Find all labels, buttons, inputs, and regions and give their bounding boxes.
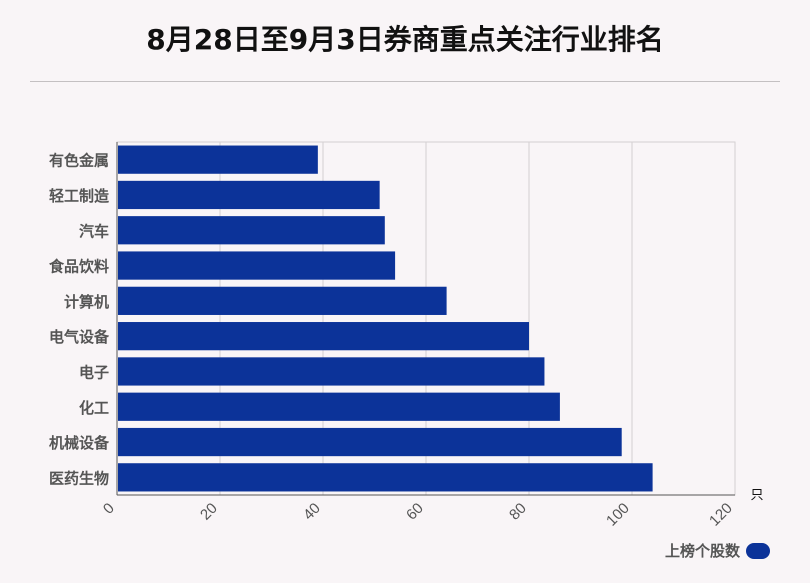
category-label: 汽车 — [79, 222, 109, 240]
x-tick-label: 60 — [403, 500, 427, 524]
chart-title: 8月28日至9月3日券商重点关注行业排名 — [146, 23, 664, 56]
x-axis-unit: 只 — [750, 488, 763, 503]
x-tick-label: 40 — [300, 500, 324, 524]
title-divider — [30, 81, 780, 82]
category-label: 电子 — [79, 363, 109, 381]
category-label: 轻工制造 — [49, 187, 109, 205]
x-tick-label: 20 — [197, 500, 221, 524]
legend[interactable]: 上榜个股数 — [665, 540, 770, 561]
legend-label: 上榜个股数 — [664, 542, 740, 560]
bar — [118, 145, 318, 174]
x-tick-label: 100 — [603, 500, 633, 530]
bar — [118, 463, 653, 492]
category-label: 计算机 — [64, 293, 109, 311]
category-label: 化工 — [79, 399, 109, 417]
bar — [118, 251, 396, 280]
category-label: 电气设备 — [49, 328, 110, 346]
bar — [118, 286, 447, 315]
x-tick-label: 0 — [100, 500, 118, 518]
x-tick-label: 80 — [506, 500, 530, 524]
category-label: 机械设备 — [49, 434, 110, 452]
category-label: 医药生物 — [49, 469, 109, 487]
category-label: 有色金属 — [49, 152, 109, 170]
bar — [118, 357, 545, 386]
bar — [118, 180, 380, 210]
legend-swatch — [746, 542, 770, 559]
category-label: 食品饮料 — [49, 258, 109, 276]
bar — [118, 216, 385, 245]
bar — [118, 392, 560, 421]
bar — [118, 427, 622, 457]
x-tick-label: 120 — [706, 500, 736, 530]
bar — [118, 322, 529, 351]
